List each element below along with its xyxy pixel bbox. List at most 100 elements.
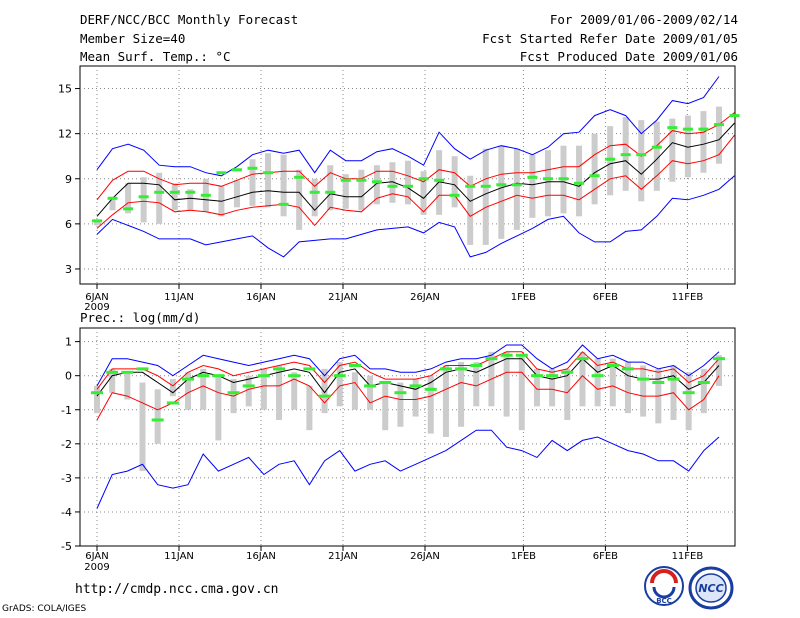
precip-observed-marker [637,377,650,381]
ncc-logo-text: NCC [698,582,723,595]
precip-quartile-bar [473,362,480,407]
temp-observed-marker [682,127,693,131]
precip-quartile-bar [185,372,192,410]
temp-quartile-bar [327,165,334,211]
precip-quartile-bar [564,368,571,420]
precip-quartile-bar [291,372,298,410]
precip-observed-marker [273,367,286,371]
precip-quartile-bar [139,382,146,472]
precip-observed-marker [394,391,407,395]
temp-spread-upper-line [96,112,735,201]
precip-observed-marker [242,384,255,388]
temp-y-tick-label: 3 [65,263,72,276]
temp-observed-marker [185,190,196,194]
temp-observed-marker [667,126,678,130]
temp-quartile-bar [482,148,489,245]
precip-y-tick-label: -4 [61,506,72,519]
temp-observed-marker [651,145,662,149]
bcc-logo-arc-blue [652,586,676,599]
precip-ensemble-mean-line [96,357,720,397]
precip-quartile-bar [94,385,100,414]
temp-observed-marker [278,202,289,206]
precip-observed-marker [697,381,710,384]
precip-quartile-bar [351,372,358,410]
precip-quartile-bar [336,362,343,407]
precip-quartile-bar [716,355,722,386]
temp-quartile-bar [342,174,349,209]
precip-quartile-bar [685,372,692,431]
temp-observed-marker [589,174,600,178]
temp-observed-marker [542,177,553,181]
precip-x-year-label: 2009 [84,562,109,573]
temp-observed-marker [169,190,180,194]
temp-y-tick-label: 6 [65,218,72,231]
ncc-logo: NCC [688,566,734,610]
temp-quartile-bar [638,120,645,202]
temp-quartile-bar [296,169,303,230]
temp-observed-marker [729,114,740,118]
temp-observed-marker [356,178,367,182]
temp-observed-marker [263,171,274,175]
temp-ensemble-max-line [96,76,720,177]
precip-observed-marker [348,363,361,367]
temp-x-tick-label: 11FEB [672,292,704,303]
precip-quartile-bar [367,375,374,410]
temp-observed-marker [527,175,538,179]
precip-observed-marker [591,374,604,378]
bcc-logo: BCC [644,566,684,606]
precip-y-tick-label: -2 [61,438,72,451]
precip-observed-marker [166,401,179,405]
temp-observed-marker [496,183,507,187]
temp-observed-marker [200,193,211,197]
temp-quartile-bar [171,183,178,211]
forecast-period-label: For 2009/01/06-2009/02/14 [549,12,738,27]
temp-y-tick-label: 12 [58,128,72,141]
temp-quartile-bar [700,111,707,173]
temp-quartile-bar [716,106,722,164]
bcc-logo-text: BCC [656,597,672,605]
precip-observed-marker [333,374,346,378]
precip-spread-upper-line [96,351,720,390]
chart-title: DERF/NCC/BCC Monthly Forecast [80,12,299,27]
precip-quartile-bar [594,358,601,407]
temp-ensemble-mean-line [96,122,735,217]
precip-y-tick-label: -1 [61,404,72,417]
precip-observed-marker [561,370,574,374]
precip-quartile-bar [640,365,647,417]
precip-observed-marker [303,367,316,371]
precip-quartile-bar [533,368,540,407]
temp-observed-marker [340,178,351,182]
precip-quartile-bar [276,365,283,420]
temp-observed-marker [294,175,305,179]
temp-x-tick-label: 1FEB [511,292,536,303]
precip-observed-marker [606,363,619,367]
precip-observed-marker [197,374,210,378]
temp-x-tick-label: 11JAN [164,292,194,303]
fcst-started-label: Fcst Started Refer Date 2009/01/05 [482,31,738,46]
temp-observed-marker [480,184,491,188]
temp-observed-marker [231,168,242,172]
temp-observed-marker [558,177,569,181]
precip-quartile-bar [442,365,449,437]
precip-observed-marker [212,374,225,378]
temp-quartile-bar [249,159,256,206]
temp-observed-marker [620,153,631,157]
precip-x-tick-label: 6JAN [85,551,108,562]
precip-quartile-bar [382,382,389,431]
temp-observed-marker [698,127,709,131]
temp-quartile-bar [513,148,520,230]
temp-quartile-bar [607,126,614,196]
precip-quartile-bar [579,351,586,407]
temp-observed-marker [138,195,149,199]
precip-observed-marker [364,384,377,388]
precip-quartile-bar [169,379,176,397]
precip-y-tick-label: 1 [65,336,72,349]
temp-x-year-label: 2009 [84,302,109,313]
ncc-logo-globe [695,573,727,603]
source-url[interactable]: http://cmdp.ncc.cma.gov.cn [75,582,279,597]
temp-quartile-bar [373,165,380,205]
temp-quartile-bar [265,153,272,208]
grads-credit: GrADS: COLA/IGES [2,604,87,614]
temp-quartile-bar [576,145,583,217]
